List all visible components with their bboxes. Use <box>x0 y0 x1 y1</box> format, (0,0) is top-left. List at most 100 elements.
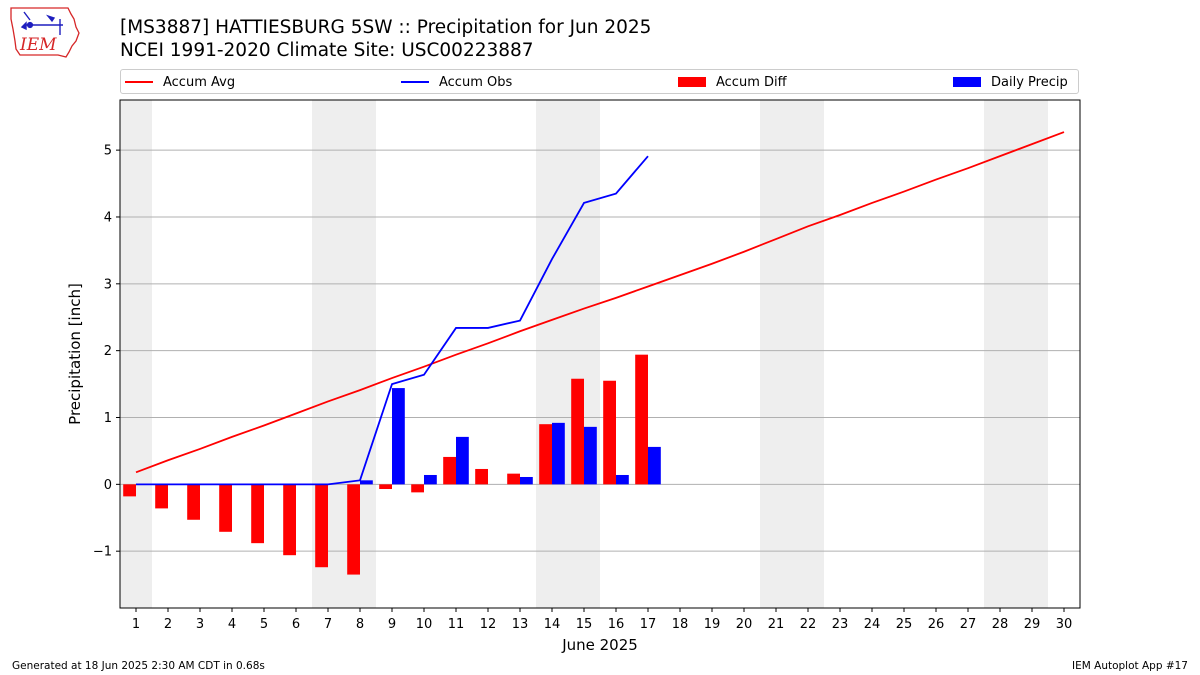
accum-diff-bar <box>603 380 616 485</box>
x-tick-label: 4 <box>228 617 236 632</box>
x-tick-label: 20 <box>736 617 753 632</box>
legend-label-accum-obs: Accum Obs <box>439 74 513 90</box>
x-tick-label: 30 <box>1056 617 1073 632</box>
legend-swatch-accum-avg <box>125 81 153 83</box>
accum-diff-bar <box>251 484 264 544</box>
accum-diff-bar <box>283 484 296 556</box>
x-tick-label: 26 <box>928 617 945 632</box>
x-tick-label: 8 <box>356 617 364 632</box>
accum-diff-bar <box>219 484 232 532</box>
weekend-band <box>760 100 824 608</box>
x-axis-label: June 2025 <box>561 636 638 654</box>
legend-item-accum-diff: Accum Diff <box>678 70 787 94</box>
legend-label-accum-avg: Accum Avg <box>163 74 236 90</box>
x-axis-ticks: 1 2 3 4 5 6 7 8 9 10 11 12 13 14 15 16 17 18 19 20 21 22 23 24 2… <box>132 608 1072 632</box>
plot-frame <box>119 99 1081 609</box>
chart-subtitle: NCEI 1991-2020 Climate Site: USC00223887 <box>120 40 534 61</box>
y-tick-label: 1 <box>104 411 112 426</box>
x-tick-label: 24 <box>864 617 881 632</box>
y-tick-label: 4 <box>104 210 112 225</box>
weekend-band <box>984 100 1048 608</box>
x-tick-label: 12 <box>480 617 497 632</box>
chart-title: [MS3887] HATTIESBURG 5SW :: Precipitatio… <box>120 17 652 38</box>
accum-diff-bar <box>635 354 648 485</box>
x-tick-label: 10 <box>416 617 433 632</box>
x-tick-label: 9 <box>388 617 396 632</box>
weekend-band <box>120 100 152 608</box>
daily-precip-bar <box>456 436 469 485</box>
daily-precip-bar <box>584 426 597 485</box>
legend-item-accum-avg: Accum Avg <box>125 70 235 94</box>
accum-diff-bar <box>539 424 552 485</box>
y-tick-label: 0 <box>104 478 112 493</box>
x-tick-label: 22 <box>800 617 817 632</box>
legend-item-accum-obs: Accum Obs <box>401 70 512 94</box>
daily-precip-bar <box>360 480 373 485</box>
x-tick-label: 27 <box>960 617 977 632</box>
legend-swatch-accum-obs <box>401 81 429 83</box>
x-tick-label: 25 <box>896 617 913 632</box>
accum-diff-bar <box>315 484 328 568</box>
accum-diff-bar <box>571 378 584 485</box>
y-axis-ticks: −1 0 1 2 3 4 5 <box>93 144 120 560</box>
y-tick-label: 2 <box>104 344 112 359</box>
x-tick-label: 23 <box>832 617 849 632</box>
x-tick-label: 16 <box>608 617 625 632</box>
x-tick-label: 3 <box>196 617 204 632</box>
accum-avg-line <box>135 131 1065 474</box>
logo-text: IEM <box>19 35 57 55</box>
series-lines <box>135 131 1065 486</box>
legend-label-daily-precip: Daily Precip <box>991 74 1068 90</box>
daily-precip-bar <box>648 446 661 485</box>
weekend-band <box>312 100 376 608</box>
daily-precip-bar <box>552 422 565 485</box>
x-tick-label: 7 <box>324 617 332 632</box>
y-tick-label: −1 <box>93 545 112 560</box>
x-tick-label: 21 <box>768 617 785 632</box>
accum-diff-bar <box>379 484 392 490</box>
grid-lines <box>120 149 1080 552</box>
y-axis-label: Precipitation [inch] <box>66 283 84 425</box>
bars <box>123 354 661 575</box>
x-tick-label: 19 <box>704 617 721 632</box>
footer-generated-text: Generated at 18 Jun 2025 2:30 AM CDT in … <box>12 660 265 672</box>
footer-app-text: IEM Autoplot App #17 <box>1072 660 1188 672</box>
iowa-state-outline <box>10 7 80 58</box>
accum-diff-bar <box>187 484 200 520</box>
x-tick-label: 14 <box>544 617 561 632</box>
x-tick-label: 1 <box>132 617 140 632</box>
weekend-band <box>536 100 600 608</box>
x-tick-label: 13 <box>512 617 529 632</box>
x-tick-label: 17 <box>640 617 657 632</box>
weekend-shading <box>120 100 1048 608</box>
legend-item-daily-precip: Daily Precip <box>953 70 1068 94</box>
accum-diff-bar <box>443 456 456 485</box>
y-tick-label: 5 <box>104 144 112 159</box>
x-tick-label: 2 <box>164 617 172 632</box>
legend-swatch-accum-diff <box>678 77 706 87</box>
x-tick-label: 29 <box>1024 617 1041 632</box>
accum-obs-line <box>136 155 649 486</box>
daily-precip-bar <box>392 388 405 485</box>
legend-label-accum-diff: Accum Diff <box>716 74 787 90</box>
accum-diff-bar <box>123 484 136 497</box>
accum-diff-bar <box>155 484 168 509</box>
daily-precip-bar <box>616 474 629 485</box>
x-tick-label: 6 <box>292 617 300 632</box>
accum-diff-bar <box>507 473 520 485</box>
daily-precip-bar <box>424 474 437 485</box>
x-tick-label: 15 <box>576 617 593 632</box>
iem-logo: IEM <box>10 7 80 58</box>
weather-station-icon <box>20 11 63 35</box>
accum-diff-bar <box>475 468 488 485</box>
legend-swatch-daily-precip <box>953 77 981 87</box>
accum-diff-bar <box>347 484 360 575</box>
x-tick-label: 5 <box>260 617 268 632</box>
accum-diff-bar <box>411 484 424 493</box>
x-tick-label: 11 <box>448 617 465 632</box>
legend: Accum Avg Accum Obs Accum Diff Daily Pre… <box>120 69 1079 94</box>
y-tick-label: 3 <box>104 277 112 292</box>
x-tick-label: 18 <box>672 617 689 632</box>
daily-precip-bar <box>520 476 533 485</box>
